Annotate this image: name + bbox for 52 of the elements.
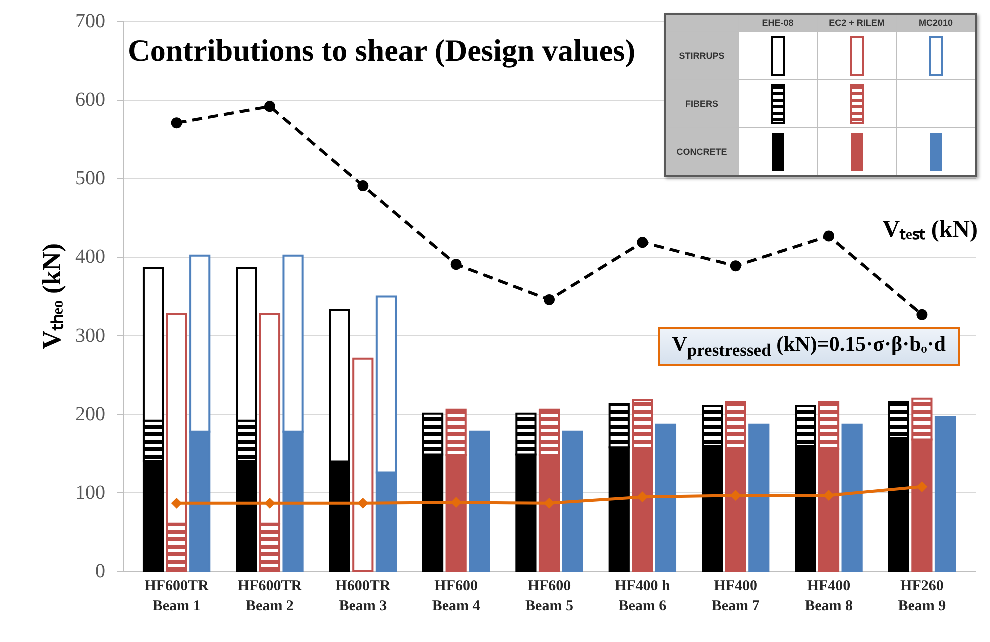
annotation: CONCRETE bbox=[665, 128, 738, 176]
y-tick-label: 600 bbox=[76, 89, 106, 112]
point bbox=[264, 498, 276, 509]
point bbox=[171, 118, 182, 129]
bar bbox=[352, 358, 374, 572]
point bbox=[544, 294, 555, 306]
y-axis-title: Vₜₕₑₒ (kN) bbox=[38, 243, 66, 350]
x-tick-label: HF260 Beam 9 bbox=[898, 578, 946, 614]
x-tick-label: HF600TR Beam 2 bbox=[238, 578, 302, 614]
x-tick-label: HF400 Beam 7 bbox=[712, 578, 760, 614]
point bbox=[730, 260, 742, 272]
y-tick-label: 500 bbox=[76, 168, 106, 190]
x-tick-label: HF600TR Beam 1 bbox=[144, 578, 210, 614]
x-tick-label: H600TR Beam 3 bbox=[336, 578, 391, 614]
y-tick-label: 400 bbox=[76, 246, 106, 268]
x-tick-label: HF600 Beam 5 bbox=[526, 578, 574, 614]
point bbox=[824, 490, 834, 502]
bar bbox=[842, 424, 863, 572]
point bbox=[450, 497, 462, 508]
y-tick-label: 0 bbox=[96, 560, 106, 582]
point bbox=[637, 237, 648, 248]
bar bbox=[655, 424, 677, 572]
annotation: EHE-08 bbox=[738, 14, 818, 32]
y-tick-label: 100 bbox=[76, 482, 106, 504]
bar bbox=[934, 416, 956, 572]
x-tick-label: HF400 h Beam 6 bbox=[614, 578, 672, 614]
annotation: STIRRUPS bbox=[665, 32, 738, 80]
x-tick-label: HF400 Beam 8 bbox=[805, 578, 853, 614]
x-tick-label: HF600 Beam 4 bbox=[432, 578, 481, 614]
point bbox=[450, 259, 462, 270]
y-tick-label: 200 bbox=[76, 403, 106, 426]
annotation: EC2 + RILEM bbox=[818, 14, 896, 32]
bar bbox=[469, 430, 490, 572]
point bbox=[171, 498, 182, 509]
annotation: FIBERS bbox=[665, 80, 738, 128]
annotation: MC2010 bbox=[896, 14, 976, 32]
point bbox=[824, 230, 834, 242]
y-tick-label: 700 bbox=[76, 10, 106, 32]
point bbox=[916, 309, 928, 320]
point bbox=[544, 498, 555, 509]
point bbox=[916, 481, 928, 492]
bar bbox=[748, 424, 770, 572]
point bbox=[637, 492, 648, 503]
point bbox=[358, 180, 369, 192]
point bbox=[358, 498, 369, 509]
point bbox=[730, 490, 742, 502]
text: V$_{prestressed}$ (kN)=0.15·σ·β·bₒ·d bbox=[658, 327, 960, 366]
y-tick-label: 300 bbox=[76, 324, 106, 347]
bar bbox=[562, 430, 584, 572]
series-label: Vₜₑₛₜ (kN) bbox=[882, 216, 978, 244]
chart-title: Contributions to shear (Design values) bbox=[128, 33, 636, 69]
point bbox=[264, 101, 276, 112]
